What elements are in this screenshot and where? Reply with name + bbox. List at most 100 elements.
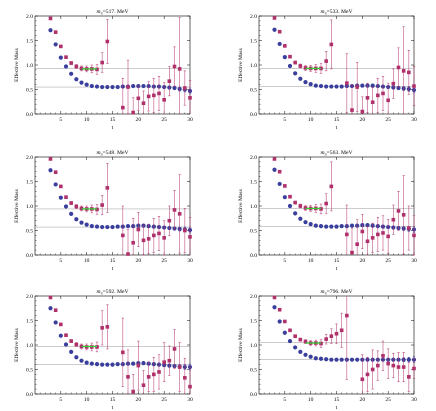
data-point-square <box>360 229 365 234</box>
data-point-square <box>131 110 135 115</box>
y-tick-label: 1.5 <box>26 39 33 45</box>
y-tick-label: 0.5 <box>250 368 257 374</box>
x-tick-label: 20 <box>136 397 142 403</box>
data-point-square <box>74 204 79 209</box>
data-point-circle <box>339 84 344 89</box>
data-point-circle <box>272 167 277 172</box>
data-point-square <box>412 366 416 371</box>
data-point-square <box>64 195 68 199</box>
data-point-square <box>324 201 328 206</box>
data-point-square <box>391 363 396 368</box>
x-tick-label: 15 <box>334 258 340 264</box>
data-point-square <box>329 334 334 338</box>
data-point-square <box>105 186 110 190</box>
data-point-circle <box>308 82 313 87</box>
data-point-square <box>396 65 401 70</box>
data-point-square <box>365 239 370 244</box>
data-point-square <box>386 234 390 239</box>
data-point-square <box>407 375 411 379</box>
data-point-square <box>334 331 339 336</box>
data-point-circle <box>318 83 324 89</box>
x-tick-label: 15 <box>334 397 340 403</box>
data-point-circle <box>324 84 329 89</box>
data-point-square <box>288 328 292 333</box>
data-point-circle <box>100 84 105 90</box>
y-tick-label: 2.0 <box>26 155 33 161</box>
data-point-circle <box>69 211 74 216</box>
data-point-square <box>162 97 166 102</box>
y-axis-label: Effective Mass <box>13 189 20 223</box>
y-axis-label: Effective Mass <box>237 189 244 223</box>
data-point-square <box>172 64 177 69</box>
data-point-square <box>59 184 63 189</box>
data-point-square <box>74 342 79 347</box>
data-point-circle <box>74 77 79 82</box>
data-point-circle <box>349 357 355 362</box>
y-tick-label: 1.5 <box>250 180 257 186</box>
data-point-circle <box>329 84 334 89</box>
data-point-circle <box>277 181 282 187</box>
data-point-square <box>381 231 385 235</box>
x-tick-label: 10 <box>308 117 314 123</box>
y-tick-label: 2.0 <box>250 14 257 20</box>
data-point-square <box>177 67 182 71</box>
data-point-circle <box>94 84 100 89</box>
x-tick-label: 5 <box>59 258 62 264</box>
data-point-circle <box>329 224 334 229</box>
data-point-circle <box>298 76 303 81</box>
x-tick-label: 30 <box>187 258 193 264</box>
data-point-circle <box>63 342 69 347</box>
data-point-square <box>298 204 303 208</box>
data-point-square <box>345 81 349 85</box>
data-point-square <box>131 240 135 245</box>
data-point-square <box>293 334 297 338</box>
data-point-circle <box>282 55 287 60</box>
data-point-square <box>272 157 277 161</box>
data-point-circle <box>53 182 58 187</box>
y-tick-label: 1.5 <box>250 319 257 325</box>
data-point-circle <box>313 83 318 88</box>
data-point-square <box>121 233 125 238</box>
y-axis-label: Effective Mass <box>237 328 244 362</box>
y-tick-label: 2.0 <box>26 14 33 20</box>
data-point-square <box>105 39 110 44</box>
data-point-square <box>288 54 292 59</box>
data-point-square <box>167 79 172 83</box>
data-point-square <box>345 313 349 318</box>
data-point-circle <box>334 224 339 229</box>
x-tick-label: 20 <box>360 258 366 264</box>
data-point-square <box>188 235 192 239</box>
data-point-square <box>396 209 401 213</box>
plot-frame <box>258 295 415 395</box>
data-point-square <box>141 101 146 106</box>
x-tick-label: 15 <box>110 397 116 403</box>
data-point-square <box>407 70 411 75</box>
data-point-square <box>183 376 187 380</box>
data-point-square <box>146 237 151 241</box>
data-point-square <box>59 44 63 49</box>
data-point-square <box>381 353 385 358</box>
chart-panel-4: 5 10 15 20 25 30 0.0 0.5 1.0 1.5 2.0 t Effective Mas… <box>237 150 417 272</box>
data-point-circle <box>69 349 74 354</box>
data-point-square <box>360 377 365 382</box>
data-point-square <box>136 96 141 101</box>
data-point-circle <box>324 224 329 229</box>
data-point-circle <box>318 356 324 361</box>
data-point-circle <box>293 211 298 216</box>
data-point-circle <box>79 80 84 85</box>
data-point-square <box>136 363 141 368</box>
data-point-circle <box>131 83 136 89</box>
data-point-square <box>188 384 192 389</box>
data-point-circle <box>272 305 277 310</box>
data-point-circle <box>115 84 120 90</box>
y-tick-label: 1.0 <box>250 63 257 69</box>
data-point-square <box>172 347 177 351</box>
data-point-square <box>283 184 287 188</box>
data-point-circle <box>110 362 115 367</box>
data-point-circle <box>318 223 324 229</box>
data-point-square <box>126 252 130 256</box>
data-point-square <box>391 217 396 222</box>
data-point-square <box>141 238 146 243</box>
data-point-circle <box>48 168 53 173</box>
